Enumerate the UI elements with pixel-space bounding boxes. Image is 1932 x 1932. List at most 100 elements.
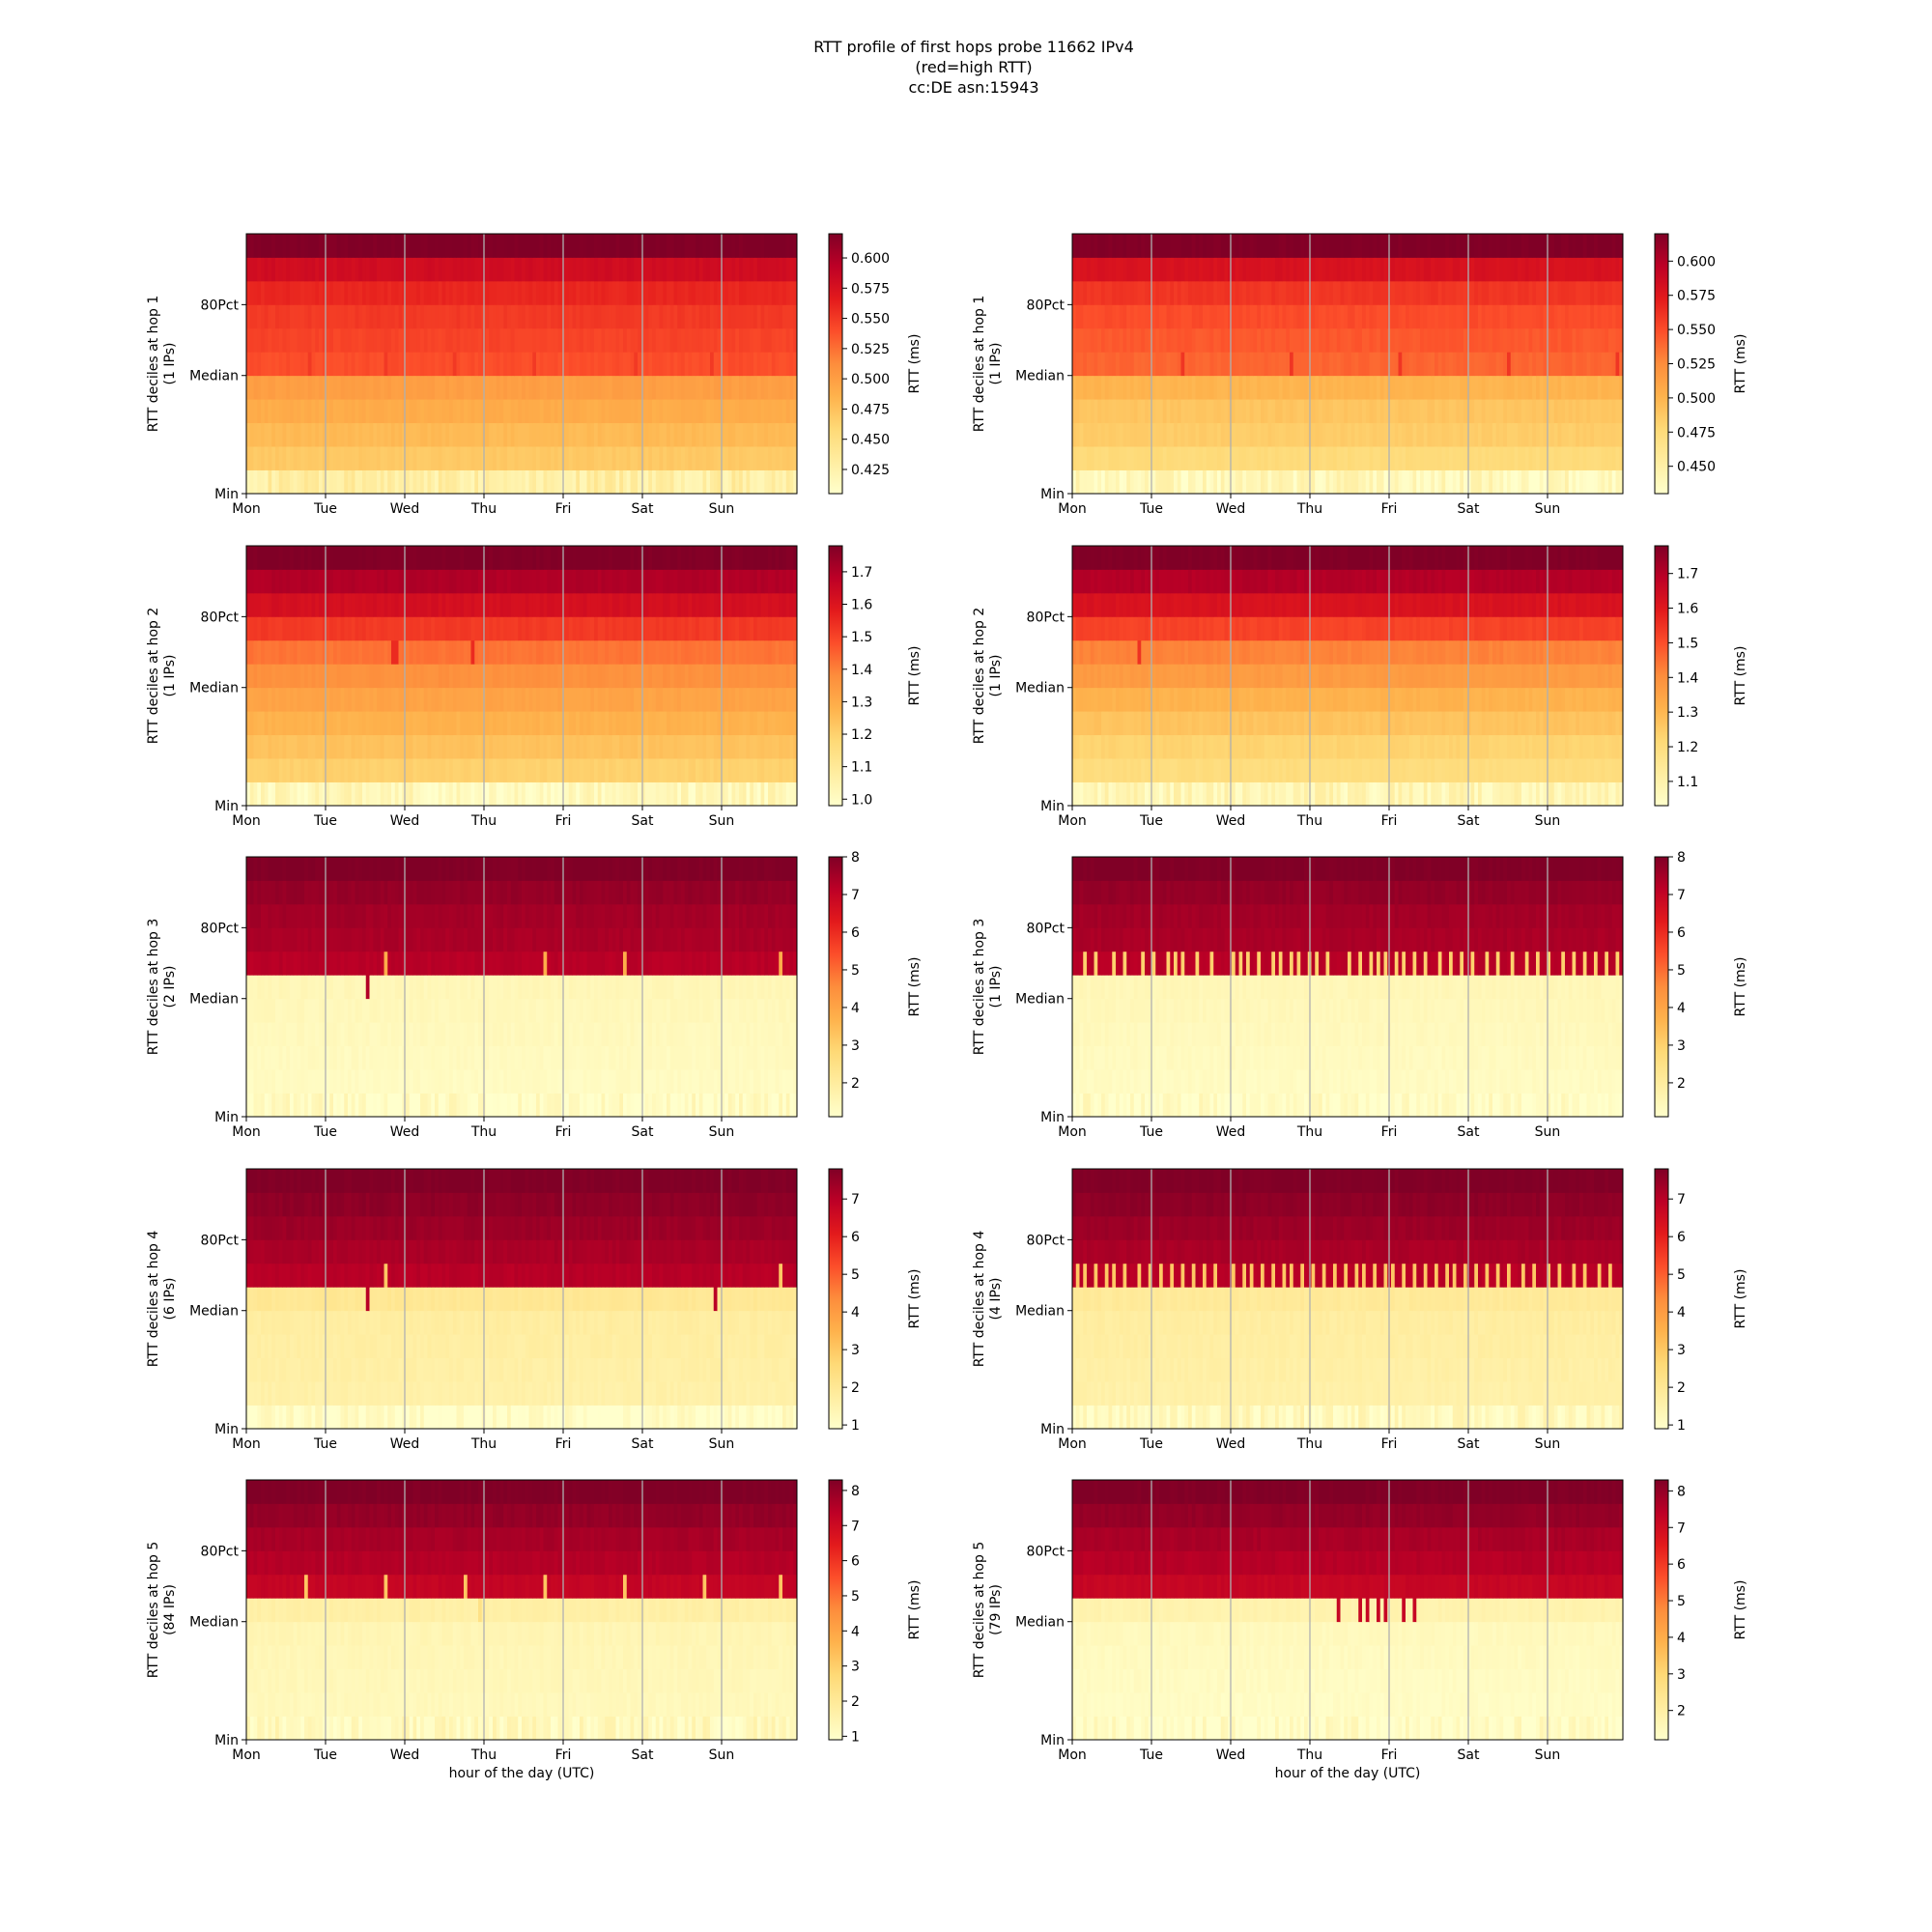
heatmap-cell [522, 469, 526, 495]
heatmap-cell [369, 781, 374, 807]
heatmap-cell [1137, 327, 1142, 353]
heatmap-cell [1365, 257, 1370, 282]
heatmap-cell [710, 446, 715, 470]
heatmap-cell [1209, 446, 1214, 470]
heatmap-cell [750, 352, 754, 377]
heatmap-cell [435, 616, 440, 641]
heatmap-cell [594, 734, 599, 759]
heatmap-cell [1325, 257, 1330, 282]
heatmap-cell [565, 352, 570, 377]
heatmap-cell [522, 304, 526, 329]
heatmap-cell [1101, 234, 1106, 258]
heatmap-cell [464, 399, 469, 424]
heatmap-cell [640, 304, 645, 329]
heatmap-cell [1235, 280, 1239, 305]
heatmap-cell [398, 352, 403, 377]
heatmap-cell [522, 569, 526, 594]
heatmap-cell [1325, 422, 1330, 447]
heatmap-cell [764, 664, 769, 689]
heatmap-cell [1568, 352, 1573, 377]
heatmap-cell [420, 234, 425, 258]
heatmap-cell [1087, 257, 1092, 282]
heatmap-cell [253, 399, 258, 424]
heatmap-cell [1423, 399, 1428, 424]
x-tick-label-tue: Tue [313, 501, 337, 517]
heatmap-cell [785, 592, 790, 617]
heatmap-cell [1296, 280, 1301, 305]
heatmap-cell [793, 781, 798, 807]
heatmap-cell [1456, 327, 1461, 353]
heatmap-cell [1094, 234, 1098, 258]
heatmap-cell [322, 446, 327, 470]
heatmap-cell [1261, 280, 1265, 305]
heatmap-cell [1518, 446, 1522, 470]
heatmap-cell [387, 280, 392, 305]
heatmap-cell [756, 422, 761, 447]
heatmap-cell [1590, 280, 1595, 305]
heatmap-cell [1420, 446, 1425, 470]
heatmap-cell [775, 399, 780, 424]
heatmap-cell [696, 711, 700, 736]
heatmap-cell [539, 375, 544, 400]
heatmap-cell [785, 664, 790, 689]
heatmap-cell [441, 734, 446, 759]
heatmap-cell [702, 446, 707, 470]
heatmap-cell [638, 422, 642, 447]
heatmap-cell [1286, 469, 1291, 495]
heatmap-cell [1470, 352, 1475, 377]
heatmap-cell [601, 234, 606, 258]
heatmap-cell [735, 469, 740, 495]
heatmap-cell [768, 592, 773, 617]
heatmap-cell [489, 616, 494, 641]
heatmap-cell [1582, 352, 1587, 377]
heatmap-cell [304, 569, 309, 594]
heatmap-cell [496, 399, 500, 424]
heatmap-cell [1296, 422, 1301, 447]
x-tick-label-sat: Sat [632, 501, 654, 517]
heatmap-cell [528, 399, 533, 424]
heatmap-cell [268, 234, 272, 258]
heatmap-cell [1348, 234, 1352, 258]
heatmap-cell [547, 422, 552, 447]
heatmap-cell [1449, 257, 1454, 282]
heatmap-cell [326, 711, 330, 736]
heatmap-cell [634, 375, 639, 400]
heatmap-cell [1590, 257, 1595, 282]
heatmap-cell [485, 758, 490, 782]
heatmap-cell [438, 592, 442, 617]
heatmap-cell [630, 234, 635, 258]
heatmap-cell [547, 734, 552, 759]
heatmap-cell [1079, 375, 1084, 400]
heatmap-cell [1441, 375, 1446, 400]
heatmap-cell [698, 257, 703, 282]
heatmap-cell [271, 280, 276, 305]
heatmap-cell [764, 639, 769, 665]
heatmap-cell [445, 399, 450, 424]
heatmap-cell [467, 304, 471, 329]
heatmap-cell [464, 569, 469, 594]
heatmap-cell [268, 687, 272, 712]
heatmap-cell [1478, 375, 1483, 400]
heatmap-cell [348, 546, 353, 570]
heatmap-cell [445, 469, 450, 495]
heatmap-cell [1423, 352, 1428, 377]
heatmap-cell [304, 422, 309, 447]
heatmap-cell [358, 758, 363, 782]
heatmap-cell [742, 375, 747, 400]
heatmap-cell [307, 446, 312, 470]
heatmap-cell [594, 758, 599, 782]
heatmap-cell [1278, 257, 1283, 282]
heatmap-cell [377, 446, 382, 470]
heatmap-cell [362, 734, 367, 759]
heatmap-cell [1460, 304, 1464, 329]
heatmap-cell [1402, 352, 1406, 377]
heatmap-cell [1420, 280, 1425, 305]
heatmap-cell [510, 280, 515, 305]
heatmap-cell [1340, 446, 1345, 470]
heatmap-cell [351, 781, 355, 807]
heatmap-cell [384, 327, 388, 353]
heatmap-cell [1365, 234, 1370, 258]
heatmap-cell [706, 758, 711, 782]
heatmap-cell [750, 616, 754, 641]
